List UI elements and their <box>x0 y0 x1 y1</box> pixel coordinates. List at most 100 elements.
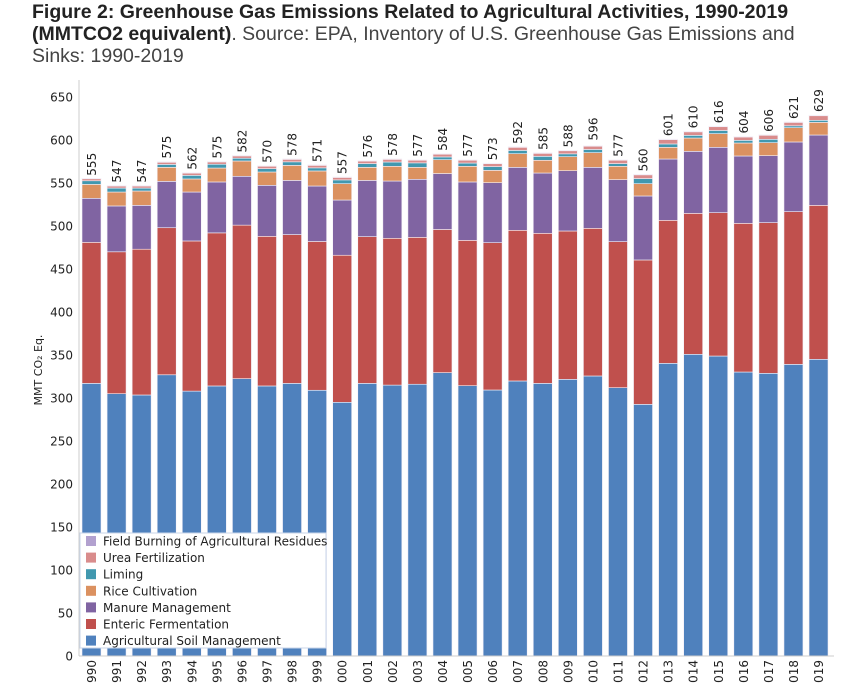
y-tick-label: 450 <box>50 263 73 277</box>
bar-segment-liming <box>608 163 628 167</box>
bar-segment-liming <box>733 140 754 144</box>
total-label: 577 <box>611 134 625 157</box>
bar-segment-enteric-fermentation <box>156 227 177 376</box>
x-tick-label: 2009 <box>561 660 575 684</box>
bar-segment-field-burning-of-agricultural-residues <box>282 158 302 160</box>
bar-segment-enteric-fermentation <box>207 232 227 387</box>
bar-segment-enteric-fermentation <box>532 233 553 384</box>
y-tick-label: 650 <box>50 91 73 105</box>
bar-segment-agricultural-soil-management <box>658 363 678 657</box>
total-label: 578 <box>386 133 400 156</box>
bar-segment-enteric-fermentation <box>232 224 252 379</box>
bar-segment-rice-cultivation <box>257 171 277 186</box>
x-tick-label: 2004 <box>436 660 450 684</box>
bar-segment-field-burning-of-agricultural-residues <box>457 159 478 161</box>
caption-title: Figure 2: Greenhouse Gas Emissions Relat… <box>32 1 789 23</box>
total-label: 560 <box>637 148 651 171</box>
bar-segment-liming <box>457 162 478 167</box>
total-label: 588 <box>561 124 575 147</box>
bar-segment-rice-cultivation <box>457 166 478 183</box>
bar-segment-liming <box>808 120 829 123</box>
total-label: 577 <box>461 134 475 157</box>
bar-segment-rice-cultivation <box>583 152 603 168</box>
bar-segment-liming <box>357 163 378 168</box>
bar-segment-agricultural-soil-management <box>482 389 503 657</box>
bar-segment-manure-management <box>708 147 729 213</box>
bar-segment-enteric-fermentation <box>482 242 503 391</box>
bar-segment-liming <box>282 161 302 166</box>
y-tick-label: 600 <box>50 134 73 148</box>
bar-segment-agricultural-soil-management <box>758 373 779 657</box>
total-label: 557 <box>336 151 350 174</box>
bar-segment-enteric-fermentation <box>81 242 102 384</box>
x-tick-label: 2017 <box>762 660 776 684</box>
bar-segment-liming <box>181 175 202 180</box>
x-tick-label: 1991 <box>110 660 124 684</box>
bar-segment-agricultural-soil-management <box>783 364 804 657</box>
bar-segment-agricultural-soil-management <box>332 401 353 657</box>
bar-segment-enteric-fermentation <box>558 230 578 380</box>
total-label: 601 <box>662 113 676 136</box>
bar-segment-manure-management <box>81 198 102 243</box>
total-label: 610 <box>687 105 701 128</box>
caption-source: . Source: EPA, Inventory of U.S. Greenho… <box>32 23 795 67</box>
bar-segment-rice-cultivation <box>282 165 302 181</box>
bar-segment-liming <box>407 162 428 168</box>
x-tick-label: 2012 <box>637 660 651 684</box>
bar-segment-enteric-fermentation <box>783 211 804 365</box>
bar-segment-liming <box>658 143 678 148</box>
bar-segment-manure-management <box>106 205 127 253</box>
x-tick-label: 2011 <box>611 660 625 684</box>
bar-segment-rice-cultivation <box>733 142 754 157</box>
bar-segment-rice-cultivation <box>658 147 678 160</box>
bar-segment-urea-fertilization <box>507 146 528 151</box>
bar-segment-rice-cultivation <box>131 190 152 206</box>
bar-segment-liming <box>758 139 779 143</box>
bar-segment-liming <box>482 166 503 171</box>
bar-segment-rice-cultivation <box>507 153 528 168</box>
x-tick-label: 2018 <box>787 660 801 684</box>
bar-segment-field-burning-of-agricultural-residues <box>583 145 603 147</box>
x-tick-label: 2016 <box>737 660 751 684</box>
x-tick-label: 2007 <box>511 660 525 684</box>
y-tick-label: 350 <box>50 349 73 363</box>
x-tick-label: 1997 <box>260 660 274 684</box>
bar-segment-rice-cultivation <box>357 167 378 181</box>
bar-segment-manure-management <box>608 179 628 242</box>
legend-swatch <box>86 602 96 613</box>
bar-segment-enteric-fermentation <box>507 230 528 382</box>
bar-segment-field-burning-of-agricultural-residues <box>131 185 152 187</box>
bar-segment-enteric-fermentation <box>307 241 327 391</box>
bar-segment-manure-management <box>558 170 578 232</box>
bar-segment-enteric-fermentation <box>382 237 403 386</box>
bar-segment-field-burning-of-agricultural-residues <box>507 146 528 148</box>
total-label: 547 <box>135 160 149 183</box>
x-tick-label: 1992 <box>135 660 149 684</box>
total-label: 576 <box>361 135 375 158</box>
bar-segment-urea-fertilization <box>758 134 779 140</box>
total-label: 604 <box>737 111 751 134</box>
y-tick-label: 400 <box>50 306 73 320</box>
bar-segment-liming <box>332 179 353 184</box>
y-tick-label: 500 <box>50 220 73 234</box>
total-label: 585 <box>536 127 550 150</box>
x-tick-label: 2019 <box>812 660 826 684</box>
bar-segment-liming <box>633 178 653 184</box>
bar-segment-urea-fertilization <box>733 136 754 141</box>
legend-swatch <box>86 536 96 546</box>
bar-segment-rice-cultivation <box>207 167 227 183</box>
bar-segment-field-burning-of-agricultural-residues <box>357 160 378 162</box>
bar-segment-urea-fertilization <box>633 174 653 179</box>
bar-segment-rice-cultivation <box>81 184 102 199</box>
x-tick-label: 1994 <box>185 660 199 684</box>
bar-segment-manure-management <box>181 191 202 242</box>
bar-segment-manure-management <box>232 175 252 226</box>
total-label: 582 <box>235 130 249 153</box>
y-tick-label: 250 <box>50 435 73 449</box>
legend-swatch <box>86 552 96 563</box>
total-label: 575 <box>210 136 224 159</box>
bar-segment-field-burning-of-agricultural-residues <box>633 174 653 176</box>
bar-segment-manure-management <box>633 195 653 261</box>
bar-segment-liming <box>683 135 703 139</box>
bar-segment-liming <box>558 153 578 157</box>
